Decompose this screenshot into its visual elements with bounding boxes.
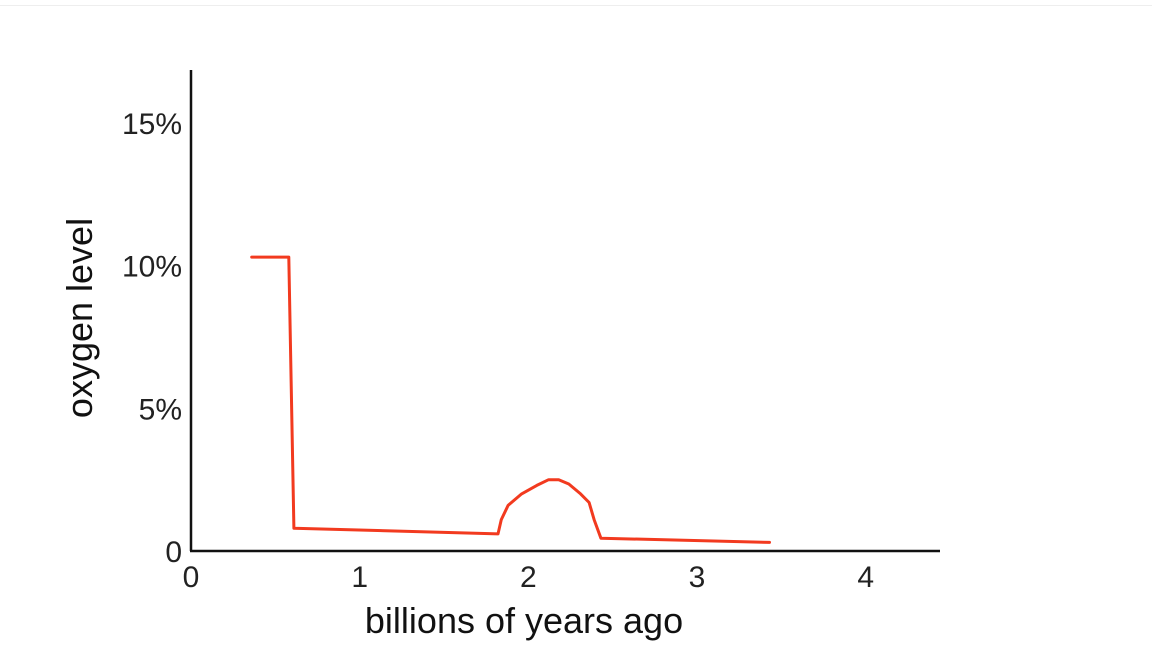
x-tick-label: 3 [689, 561, 706, 594]
x-tick-label: 4 [857, 561, 874, 594]
y-tick-label: 10% [122, 251, 182, 284]
y-tick-labels: 0 5% 10% 15% [122, 108, 182, 569]
x-tick-label: 1 [351, 561, 368, 594]
oxygen-level-line [250, 255, 771, 544]
x-tick-label: 0 [183, 561, 200, 594]
y-tick-label: 15% [122, 108, 182, 141]
y-tick-label: 5% [139, 393, 182, 426]
y-tick-label: 0 [165, 536, 182, 569]
top-divider [0, 5, 1152, 6]
x-tick-labels: 0 1 2 3 4 [183, 561, 874, 594]
y-axis-title: oxygen level [59, 218, 100, 418]
x-axis-title: billions of years ago [365, 600, 683, 641]
x-tick-label: 2 [520, 561, 537, 594]
